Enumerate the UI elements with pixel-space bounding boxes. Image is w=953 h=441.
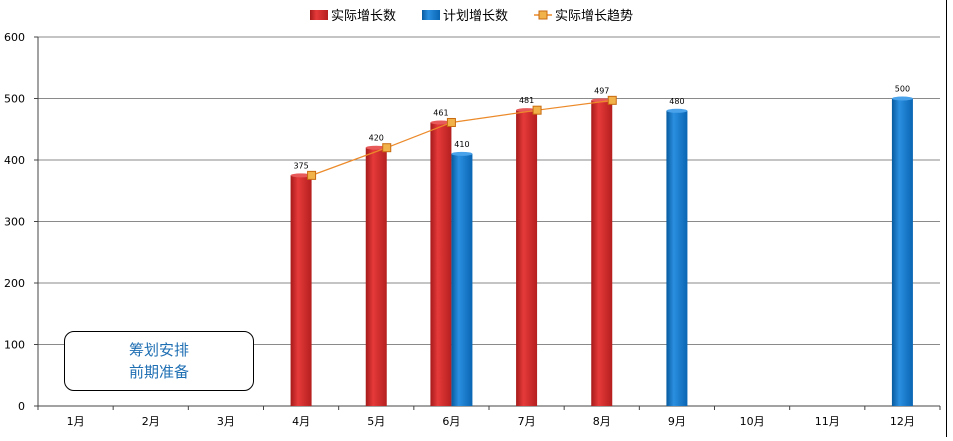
bar-actual [290,175,312,406]
legend-label: 实际增长数 [331,9,396,24]
bar-actual [591,100,613,406]
bar-planned [451,153,473,406]
trend-line [307,95,617,180]
y-tick-label: 600 [4,31,25,44]
legend-label: 实际增长趋势 [555,8,633,24]
legend-label: 计划增长数 [443,9,508,24]
bar-planned-top [451,151,473,156]
legend: 实际增长数 计划增长数 实际增长趋势 [310,8,633,24]
annotation-line-2: 前期准备 [128,363,189,381]
data-label-actual: 375 [293,161,308,170]
y-tick-label: 300 [4,216,25,229]
bar-actual [430,122,452,407]
trend-marker [446,117,456,127]
x-tick-label: 5月 [367,415,385,428]
trend-marker [532,105,542,115]
data-label-planned: 500 [895,85,910,94]
bar-actual [516,110,538,406]
y-tick-label: 100 [4,339,25,352]
y-tick-label: 0 [18,400,25,413]
gridlines [38,36,940,345]
y-tick-label: 400 [4,154,25,167]
x-tick-label: 9月 [668,415,686,428]
trend-marker [382,143,392,153]
y-tick-label: 200 [4,277,25,290]
bar-planned-top [666,108,688,113]
bar-planned-top [891,96,913,101]
data-label-actual: 481 [519,96,534,105]
bar-planned [891,98,913,406]
bars [290,96,913,407]
x-tick-label: 10月 [740,415,765,428]
legend-marker [538,10,548,20]
annotation-line-1: 筹划安排 [128,341,189,359]
legend-swatch [310,10,328,20]
legend-item: 实际增长趋势 [534,8,633,24]
legend-item: 计划增长数 [422,9,508,24]
legend-swatch [422,10,440,20]
annotation-box: 筹划安排 前期准备 [64,331,254,391]
data-label-planned: 480 [669,97,684,106]
y-tick-label: 500 [4,93,25,106]
x-tick-label: 4月 [292,415,310,428]
bar-actual-top [290,173,312,178]
data-label-actual: 497 [594,86,609,95]
data-label-planned: 410 [454,140,469,149]
bar-actual [365,147,387,406]
bar-actual-top [365,145,387,150]
trend-marker [307,170,317,180]
x-tick-label: 3月 [217,415,235,428]
chart-frame-border [946,0,947,437]
trend-marker [607,95,617,105]
x-tick-label: 7月 [518,415,536,428]
x-tick-label: 1月 [67,415,85,428]
x-tick-label: 11月 [815,415,840,428]
x-tick-label: 12月 [890,415,915,428]
axes: 0 100 200 300 400 500 600 1月 2月 3月 4月 5月 6月 7月 8月 9月 10月… [4,31,941,428]
legend-item: 实际增长数 [310,9,396,24]
x-tick-label: 2月 [142,415,160,428]
bar-planned [666,110,688,407]
bar-actual-top [430,120,452,125]
data-label-actual: 420 [369,134,384,143]
x-tick-label: 6月 [442,415,460,428]
data-labels: 375 420 461 410 481 497 480 500 [293,85,910,171]
data-label-actual: 461 [433,108,448,117]
x-tick-label: 8月 [593,415,611,428]
